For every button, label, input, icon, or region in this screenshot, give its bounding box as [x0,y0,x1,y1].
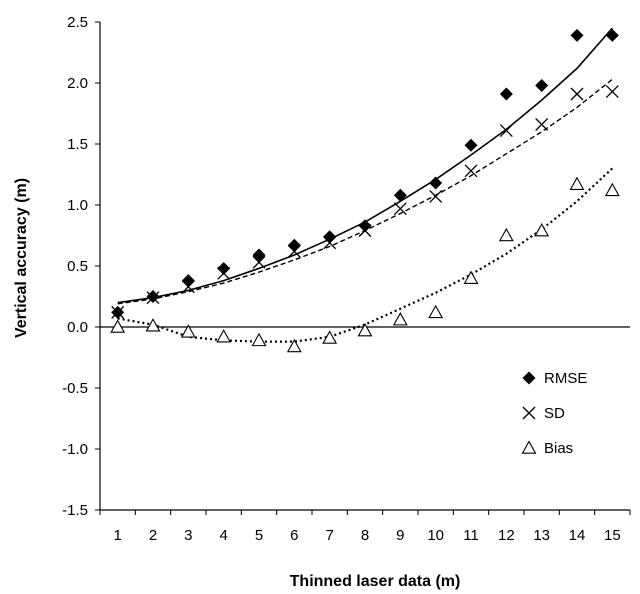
point-rmse [358,219,372,233]
x-marker-stroke [499,124,513,138]
x-tick-label: 14 [569,527,586,544]
x-marker-stroke [146,291,160,305]
point-sd [323,236,337,250]
y-tick-label: -1.5 [62,502,88,519]
point-rmse [429,176,443,190]
point-rmse [287,238,301,252]
legend-marker-bias [521,440,537,454]
trend-line-sd [117,78,613,305]
x-marker-stroke [570,87,584,101]
x-tick-label: 4 [219,527,227,544]
x-marker-stroke [393,202,407,216]
legend-label-bias: Bias [544,440,573,457]
x-marker-stroke [252,255,266,269]
point-sd [217,266,231,280]
point-sd [287,244,301,258]
x-marker-stroke [358,224,372,238]
point-sd [358,224,372,238]
x-tick-label: 12 [498,527,515,544]
x-axis-label: Thinned laser data (m) [290,573,461,590]
point-bias [286,338,302,353]
x-tick-label: 15 [604,527,621,544]
y-tick-label: -1.0 [62,441,88,458]
point-sd [252,255,266,269]
point-sd [429,190,443,203]
x-marker-stroke [535,118,549,131]
point-bias [534,222,550,237]
point-rmse [181,274,195,288]
legend-label-rmse: RMSE [544,370,587,387]
x-tick-label: 7 [325,527,333,544]
point-rmse [217,261,231,275]
x-tick-label: 13 [533,527,550,544]
point-bias [357,323,373,337]
y-axis-label: Vertical accuracy (m) [13,178,30,338]
point-sd [535,118,549,131]
point-rmse [393,188,407,202]
legend-marker-sd [522,406,536,420]
point-bias [251,332,267,347]
x-tick-label: 6 [290,527,298,544]
point-bias [322,330,338,344]
point-sd [111,305,125,319]
x-marker-stroke [111,305,125,319]
point-sd [181,280,195,294]
point-sd [146,291,160,305]
x-marker-stroke [181,280,195,294]
x-marker-stroke [429,190,443,203]
x-marker-stroke [287,244,301,258]
x-tick-label: 11 [463,527,479,544]
legend: RMSE SD Bias [521,370,587,457]
x-marker-stroke [522,406,536,420]
x-tick-label: 10 [427,527,444,544]
y-tick-label: -0.5 [62,380,88,397]
point-bias [392,312,408,326]
point-bias [463,270,479,284]
y-tick-label: 1.5 [67,136,88,153]
trend-line-bias [117,167,614,343]
y-tick-label: 0.0 [67,319,88,336]
x-marker-stroke [605,85,619,98]
y-tick-label: 0.5 [67,258,88,275]
x-tick-label: 8 [361,527,369,544]
x-tick-label: 3 [184,527,192,544]
point-sd [393,202,407,216]
x-tick-label: 2 [149,527,157,544]
point-rmse [252,248,266,262]
point-sd [464,164,478,178]
x-marker-stroke [323,236,337,250]
trend-line-rmse [117,27,613,304]
legend-marker-rmse [522,371,536,385]
point-bias [216,329,232,343]
point-sd [570,87,584,101]
y-tick-label: 1.0 [67,197,88,214]
point-sd [499,124,513,138]
y-tick-label: 2.5 [67,14,88,31]
point-rmse [499,87,513,101]
x-tick-label: 5 [255,527,263,544]
point-rmse [464,138,478,152]
x-tick-label: 9 [396,527,404,544]
point-bias [428,304,444,319]
point-bias [180,324,196,338]
trend-lines [117,27,614,343]
x-marker-stroke [464,164,478,178]
point-rmse [146,290,160,303]
x-marker-stroke [217,266,231,280]
point-bias [604,182,620,197]
point-sd [605,85,619,98]
point-rmse [535,78,549,92]
axes: -1.5-1.0-0.50.00.51.01.52.02.51 2 3 4 5 6 7 8 9 1… [62,14,631,544]
y-tick-label: 2.0 [67,75,88,92]
point-bias [110,319,126,333]
legend-label-sd: SD [544,405,565,422]
data-points [110,28,620,353]
point-bias [498,227,514,242]
point-bias [569,176,585,191]
point-rmse [570,28,584,42]
x-tick-label: 1 [113,527,121,544]
point-bias [145,318,161,332]
point-rmse [605,28,619,42]
